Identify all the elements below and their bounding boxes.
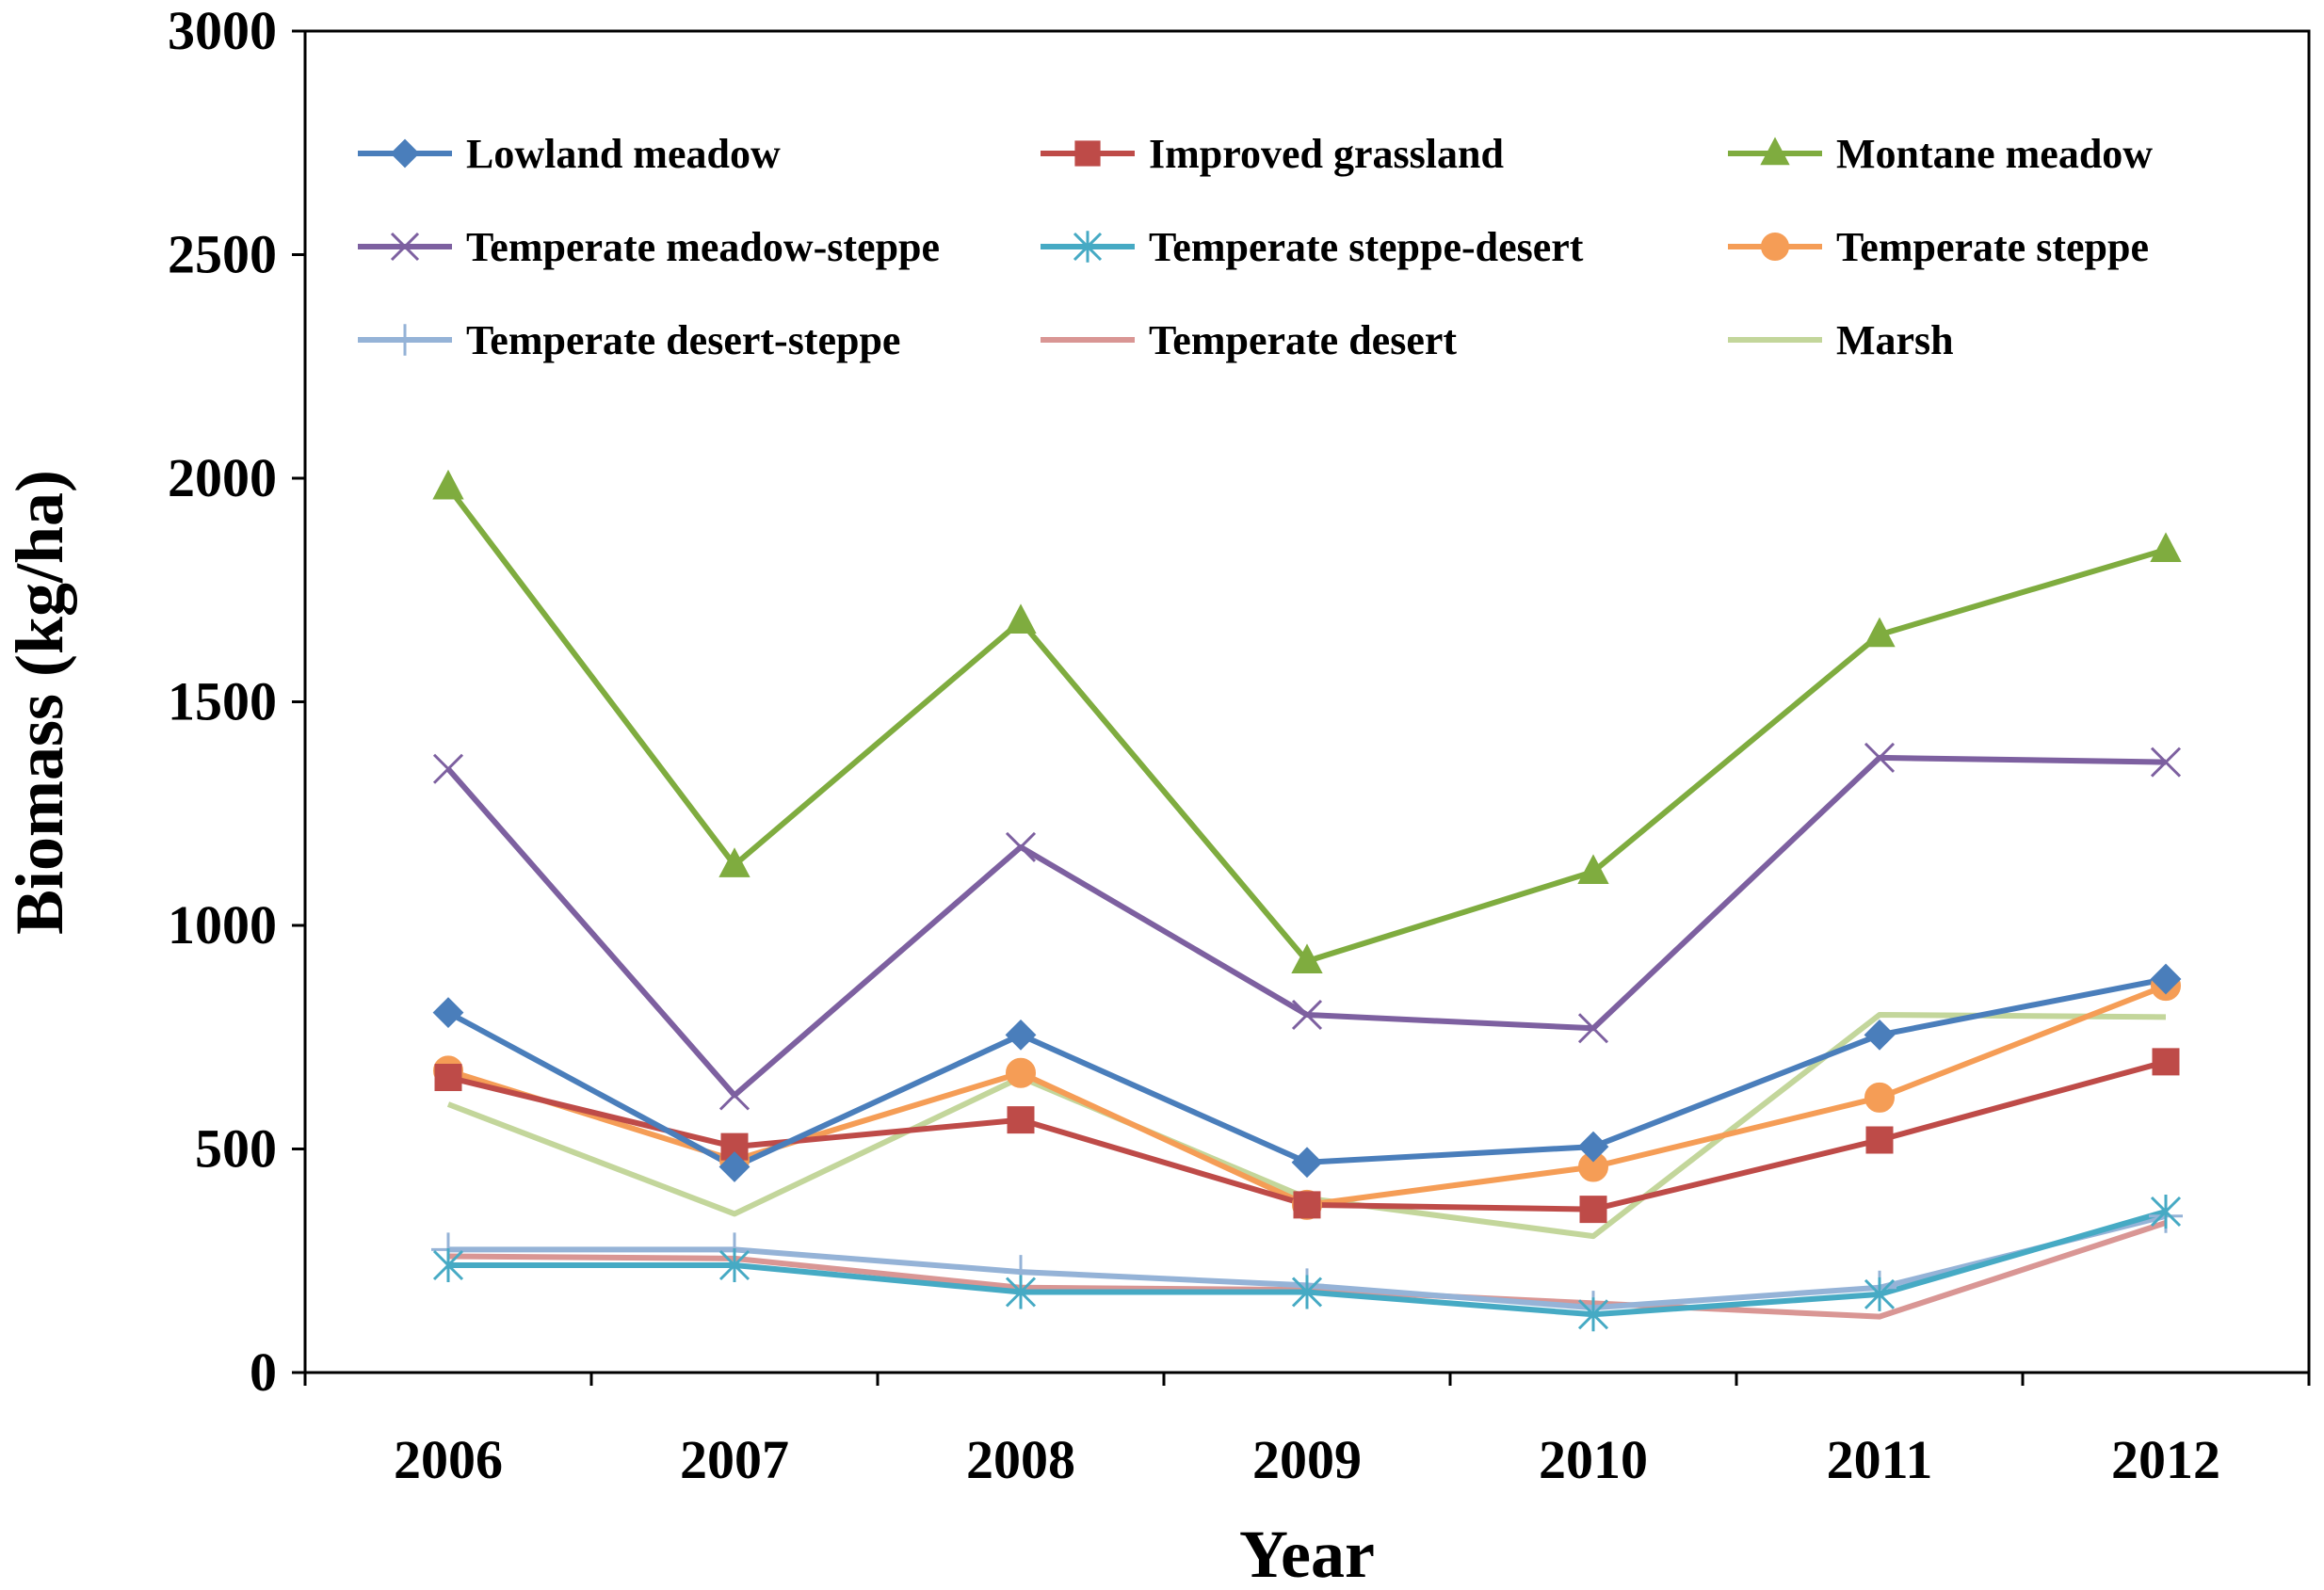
- legend-label: Montane meadow: [1836, 131, 2153, 177]
- x-marker: [390, 232, 420, 262]
- plus-marker: [389, 324, 421, 356]
- diamond-marker: [2150, 963, 2182, 995]
- y-axis-title: Biomass (kg/ha): [2, 470, 77, 935]
- legend-label: Temperate steppe: [1836, 224, 2149, 270]
- x-marker: [2150, 747, 2182, 778]
- x-tick-label: 2008: [966, 1429, 1075, 1490]
- diamond-marker: [1577, 1131, 1609, 1163]
- diamond-marker: [1291, 1147, 1323, 1179]
- triangle-marker: [432, 469, 464, 500]
- legend-label: Temperate desert: [1149, 317, 1457, 363]
- diamond-marker: [432, 997, 464, 1029]
- triangle-marker: [1760, 137, 1790, 166]
- square-marker: [1579, 1196, 1607, 1224]
- x-axis-title: Year: [1239, 1517, 1375, 1590]
- legend-label: Temperate meadow-steppe: [466, 224, 940, 270]
- circle-marker: [1761, 233, 1789, 261]
- y-tick-label: 1000: [168, 894, 277, 956]
- square-marker: [1007, 1106, 1035, 1134]
- legend-label: Lowland meadow: [466, 131, 781, 177]
- x-tick-label: 2010: [1539, 1429, 1648, 1490]
- x-tick-label: 2012: [2111, 1429, 2220, 1490]
- y-tick-label: 2000: [168, 447, 277, 508]
- x-marker: [1577, 1013, 1609, 1044]
- x-tick-label: 2011: [1827, 1429, 1933, 1490]
- x-tick-label: 2007: [680, 1429, 789, 1490]
- star-marker: [1577, 1297, 1609, 1332]
- star-marker: [2150, 1195, 2182, 1229]
- star-marker: [718, 1248, 750, 1282]
- x-marker: [718, 1080, 750, 1111]
- y-axis: 0 500 1000 1500 2000 2500 3000: [168, 0, 305, 1403]
- star-marker: [1005, 1275, 1037, 1309]
- diamond-marker: [718, 1151, 750, 1182]
- triangle-marker: [1291, 943, 1323, 973]
- triangle-marker: [1005, 603, 1037, 634]
- diamond-marker: [1005, 1019, 1037, 1051]
- x-marker: [432, 753, 464, 784]
- triangle-marker: [718, 847, 750, 877]
- triangle-marker: [1864, 617, 1896, 648]
- triangle-marker: [1577, 854, 1609, 884]
- legend-label: Improved grassland: [1149, 131, 1504, 177]
- star-marker: [1073, 231, 1103, 263]
- square-marker: [1293, 1191, 1321, 1219]
- y-tick-label: 1500: [168, 671, 277, 732]
- x-marker: [1864, 742, 1896, 773]
- y-tick-label: 2500: [168, 224, 277, 285]
- y-tick-label: 0: [250, 1341, 277, 1403]
- x-marker: [1291, 999, 1323, 1031]
- series-markers: [431, 469, 2183, 1332]
- x-marker: [1005, 831, 1037, 862]
- circle-marker: [1864, 1082, 1895, 1113]
- diamond-marker: [1864, 1019, 1896, 1051]
- square-marker: [2152, 1048, 2180, 1076]
- diamond-marker: [390, 138, 420, 169]
- star-marker: [432, 1248, 464, 1282]
- legend-label: Temperate steppe-desert: [1149, 224, 1584, 270]
- square-marker: [1865, 1126, 1894, 1154]
- square-marker: [434, 1064, 462, 1091]
- legend: Lowland meadow Improved grassland Montane …: [358, 131, 2153, 363]
- x-axis: 2006 2007 2008 2009 2010 2011 2012: [303, 1373, 2311, 1490]
- star-marker: [1291, 1275, 1323, 1309]
- triangle-marker: [2150, 532, 2182, 562]
- y-tick-label: 3000: [168, 0, 277, 61]
- x-tick-label: 2006: [394, 1429, 503, 1490]
- square-marker: [1074, 140, 1101, 167]
- circle-marker: [1006, 1057, 1036, 1088]
- x-tick-label: 2009: [1252, 1429, 1362, 1490]
- legend-label: Marsh: [1836, 317, 1954, 363]
- legend-label: Temperate desert-steppe: [466, 317, 900, 363]
- star-marker: [1864, 1277, 1896, 1311]
- y-tick-label: 500: [195, 1118, 277, 1180]
